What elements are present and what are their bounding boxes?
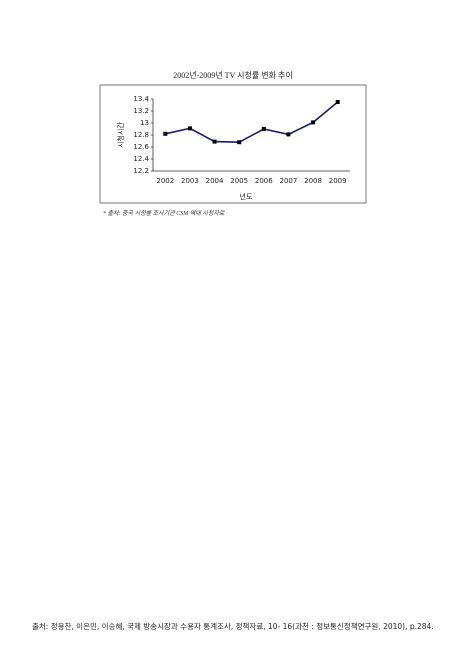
- x-tick-label: 2007: [280, 177, 298, 185]
- marker: [187, 126, 192, 131]
- y-axis-label: 시청시간: [116, 122, 125, 148]
- line: [165, 101, 339, 144]
- x-tick-label: 2004: [206, 177, 224, 185]
- marker: [335, 100, 340, 104]
- y-tick-label: 13.2: [133, 107, 149, 115]
- marker: [163, 131, 168, 136]
- x-tick-label: 2003: [181, 177, 199, 185]
- chart-title: 2002년-2009년 TV 시청률 변화 추이: [173, 70, 292, 80]
- y-tick-label: 12.2: [133, 167, 149, 175]
- x-tick-label: 2009: [329, 177, 347, 185]
- x-tick-label: 2008: [304, 177, 322, 185]
- x-tick-label: 2005: [230, 177, 248, 185]
- y-tick-label: 12.6: [133, 143, 149, 151]
- footnote: * 출처: 중국 시청률 조사기관 CSM 역대 시청자료: [103, 211, 225, 217]
- marker: [237, 140, 242, 145]
- y-tick-label: 12.4: [133, 155, 149, 163]
- chart-frame: [99, 84, 367, 204]
- y-tick-label: 13.4: [133, 95, 149, 103]
- marker: [261, 127, 266, 131]
- y-tick-label: 13: [140, 119, 149, 127]
- marker: [286, 132, 291, 137]
- source: 출처: 정용찬, 이은민, 이승혜, 국제 방송시장과 수용자 통계조사, 정책…: [32, 622, 434, 631]
- marker: [212, 139, 217, 144]
- y-tick-label: 12.8: [133, 131, 149, 139]
- x-axis-label: 년도: [240, 192, 253, 201]
- x-tick-label: 2002: [156, 177, 174, 185]
- x-tick-label: 2006: [255, 177, 273, 185]
- marker: [311, 120, 316, 125]
- chart: 2002년-2009년 TV 시청률 변화 추이 시청시간 년도 12.2 12.…: [99, 70, 367, 204]
